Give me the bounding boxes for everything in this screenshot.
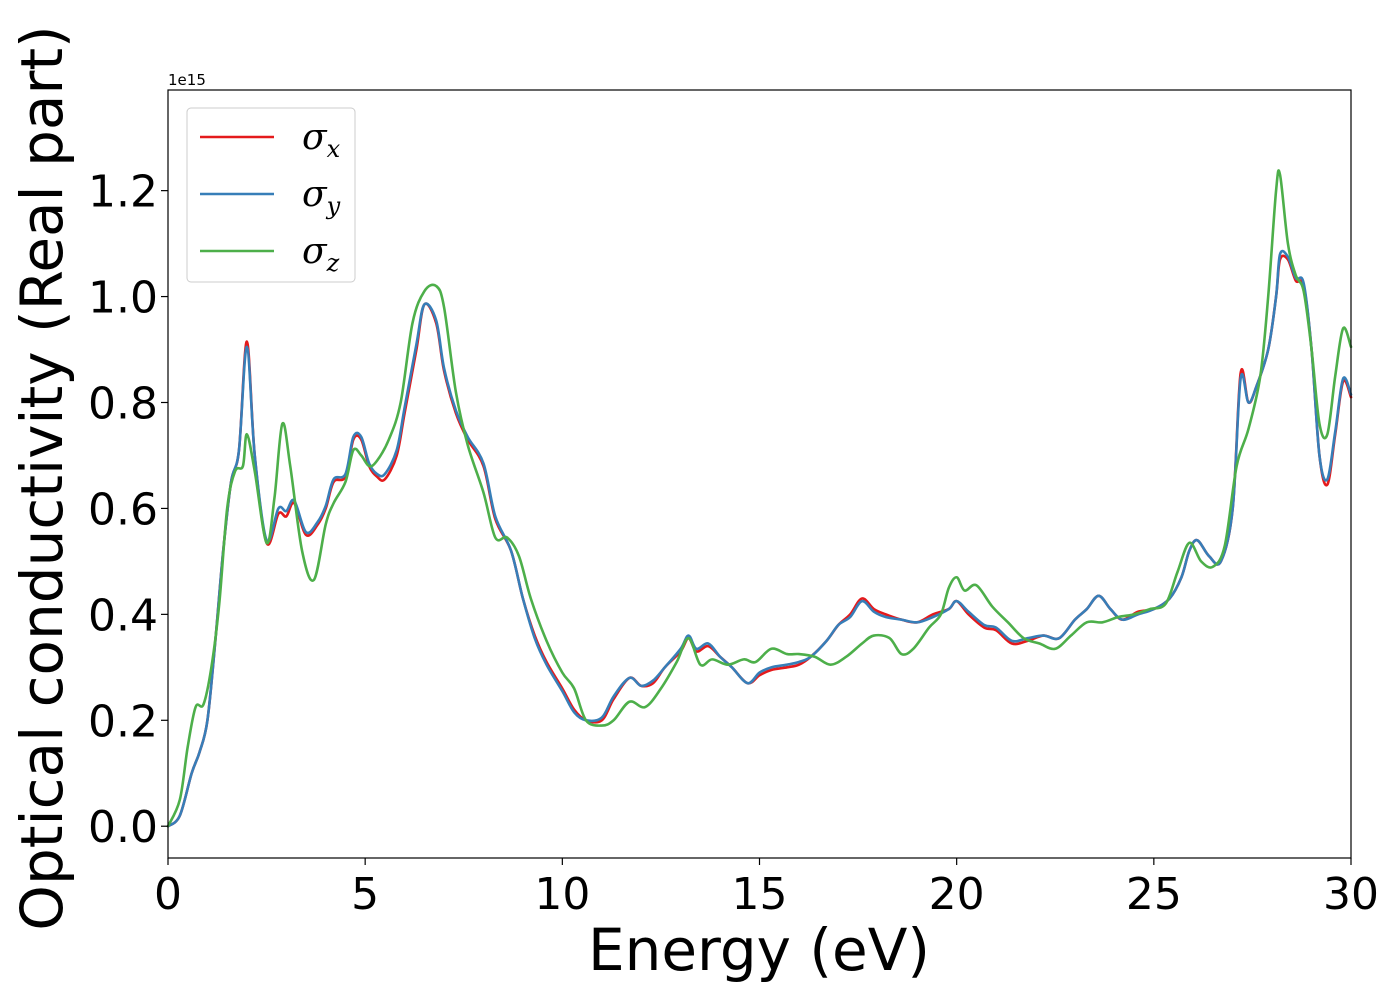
- y-tick-label: 1.0: [88, 273, 158, 324]
- y-offset-label: 1e15: [168, 71, 206, 89]
- y-axis: 0.0 0.2 0.4 0.6 0.8 1.0 1.2: [88, 167, 168, 853]
- y-tick-label: 0.8: [88, 378, 158, 429]
- legend-label-x: σx: [302, 117, 341, 163]
- y-tick-label: 0.4: [88, 590, 158, 641]
- series-line-y: [166, 249, 1353, 828]
- legend-symbol: σ: [302, 117, 328, 158]
- legend-subscript: y: [326, 192, 341, 220]
- legend-label-z: σz: [302, 231, 340, 277]
- series-line-z: [166, 169, 1353, 828]
- y-axis-title: Optical conductivity (Real part): [8, 25, 76, 930]
- x-tick-label: 0: [154, 869, 182, 920]
- x-tick-label: 10: [534, 869, 590, 920]
- x-axis: 0 5 10 15 20 25 30: [154, 858, 1379, 920]
- legend-label-y: σy: [302, 174, 341, 220]
- y-tick-label: 1.2: [88, 167, 158, 218]
- x-axis-title: Energy (eV): [588, 916, 930, 984]
- legend-symbol: σ: [302, 231, 328, 272]
- series-line-x: [166, 254, 1353, 828]
- series-layer: [166, 169, 1353, 828]
- y-tick-label: 0.6: [88, 484, 158, 535]
- legend-subscript: z: [326, 249, 340, 277]
- x-tick-label: 15: [732, 869, 788, 920]
- x-tick-label: 25: [1126, 869, 1182, 920]
- legend-subscript: x: [327, 135, 341, 163]
- y-tick-label: 0.2: [88, 696, 158, 747]
- y-tick-label: 0.0: [88, 802, 158, 853]
- x-tick-label: 20: [929, 869, 985, 920]
- x-tick-label: 5: [351, 869, 379, 920]
- x-tick-label: 30: [1323, 869, 1379, 920]
- legend-symbol: σ: [302, 174, 328, 215]
